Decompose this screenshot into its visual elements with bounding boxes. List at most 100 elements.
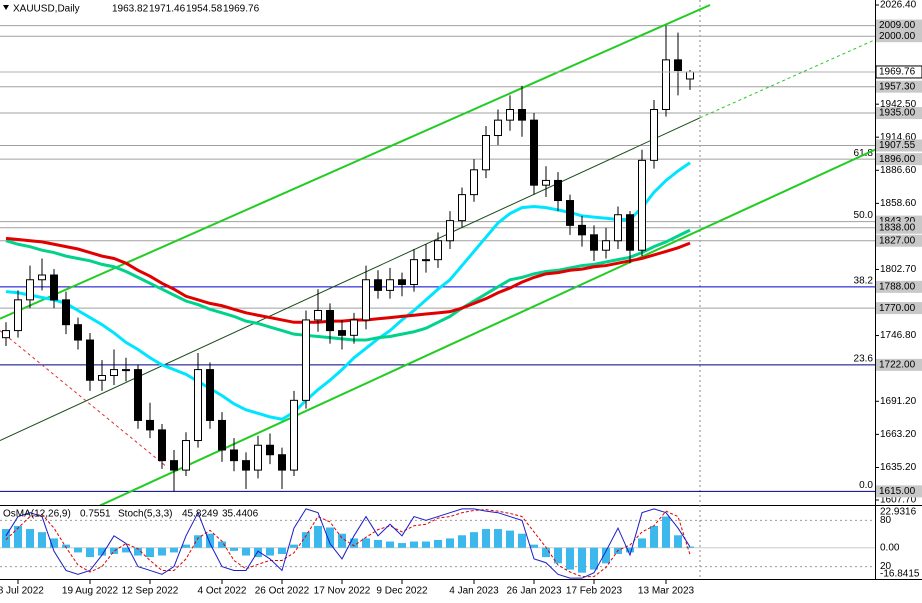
candle-body: [638, 159, 646, 251]
x-tick-label: 26 Oct 2022: [255, 586, 310, 597]
candle-body: [74, 324, 82, 341]
osma-bar: [242, 547, 250, 556]
candle-body: [146, 419, 154, 431]
level-label: 1896.00: [879, 154, 916, 165]
osma-bar: [662, 516, 670, 548]
header-low: 1954.58: [186, 4, 223, 15]
x-tick-label: 13 Mar 2023: [638, 586, 695, 597]
y-tick-label: 1663.20: [880, 429, 917, 440]
header-open: 1963.82: [112, 4, 149, 15]
osma-bar: [62, 544, 70, 548]
candle-body: [230, 449, 238, 462]
osma-bar: [206, 533, 214, 548]
osma-bar: [674, 535, 682, 548]
candle-body: [206, 369, 214, 421]
candle-body: [386, 279, 394, 291]
osma-bar: [290, 544, 298, 548]
x-tick-label: 17 Feb 2023: [566, 586, 623, 597]
candle-body: [482, 135, 490, 171]
level-label-box: [876, 302, 922, 315]
candle-body: [338, 330, 346, 336]
candle-body: [110, 369, 118, 377]
level-label: 1935.00: [879, 108, 916, 119]
osma-bar: [650, 525, 658, 548]
osma-bar: [434, 539, 442, 548]
osma-label: OsMA(12,26,9): [3, 509, 71, 520]
level-label-box: [876, 139, 922, 152]
osma-bar: [386, 541, 394, 548]
osma-bar: [542, 547, 550, 558]
level-label-box: [876, 485, 922, 498]
candle-body: [86, 339, 94, 381]
osc-min-label: -16.8415: [880, 569, 920, 580]
osma-bar: [470, 532, 478, 548]
osma-bar: [98, 547, 106, 556]
candle-body: [254, 444, 262, 471]
osma-bar: [458, 535, 466, 548]
fib-label: 38.2: [854, 275, 874, 286]
osma-bar: [566, 547, 574, 570]
moving-average: [5, 228, 691, 342]
stoch-line: [5, 508, 691, 579]
indicator-panel: [0, 508, 875, 579]
x-tick-label: 26 Jan 2023: [506, 586, 561, 597]
osma-bar: [422, 541, 430, 548]
osma-value: 0.7551: [80, 509, 111, 520]
osma-bar: [494, 529, 502, 548]
level-label-box: [876, 107, 922, 120]
fib-label: 23.6: [854, 354, 874, 365]
level-label: 2000.00: [879, 31, 916, 42]
fib-label: 50.0: [854, 210, 874, 221]
osma-bar: [2, 529, 10, 548]
candle-body: [542, 179, 550, 186]
candle-body: [434, 240, 442, 261]
candle-body: [26, 279, 34, 301]
candle-body: [266, 444, 274, 456]
osma-bar: [518, 533, 526, 548]
candle-body: [326, 309, 334, 332]
level-label-box: [876, 234, 922, 247]
osma-bar: [170, 547, 178, 553]
candle-body: [602, 240, 610, 251]
fib-label: 61.8: [854, 148, 874, 159]
stoch-level-label: 20: [880, 561, 892, 572]
osma-bar: [122, 547, 130, 553]
x-tick-label: 28 Jul 2022: [0, 586, 44, 597]
y-tick-label: 1746.80: [880, 330, 917, 341]
level-label-box: [876, 153, 922, 166]
level-label-box: [876, 30, 922, 43]
candle-body: [350, 319, 358, 336]
level-label: 1907.55: [879, 140, 916, 151]
candle-body: [578, 224, 586, 236]
stoch-label: Stoch(5,3,3): [118, 509, 172, 520]
candle-body: [242, 460, 250, 471]
level-label: 1770.00: [879, 303, 916, 314]
y-tick-label: 1886.60: [880, 165, 917, 176]
y-tick-label: 1942.50: [880, 99, 917, 110]
osma-bar: [398, 543, 406, 548]
candle-body: [38, 274, 46, 281]
osma-bar: [38, 532, 46, 548]
osma-bar: [506, 530, 514, 548]
current-price-box: [875, 65, 922, 79]
y-tick-label: 1691.20: [880, 396, 917, 407]
candle-body: [194, 369, 202, 442]
y-tick-label: 1914.60: [880, 132, 917, 143]
y-tick-label: 1607.70: [880, 495, 917, 506]
y-tick-label: 1858.60: [880, 198, 917, 209]
osma-bar: [26, 529, 34, 548]
osma-bar: [374, 539, 382, 548]
level-label: 1843.20: [879, 216, 916, 227]
level-label: 1722.00: [879, 360, 916, 371]
moving-average: [5, 161, 691, 421]
stoch-level-label: 80: [880, 515, 892, 526]
level-label: 1788.00: [879, 281, 916, 292]
osma-bar: [338, 533, 346, 548]
x-tick-label: 19 Aug 2022: [62, 586, 119, 597]
osma-bar: [134, 547, 142, 556]
osma-bar: [602, 547, 610, 564]
level-label-box: [876, 358, 922, 371]
candle-body: [530, 119, 538, 186]
